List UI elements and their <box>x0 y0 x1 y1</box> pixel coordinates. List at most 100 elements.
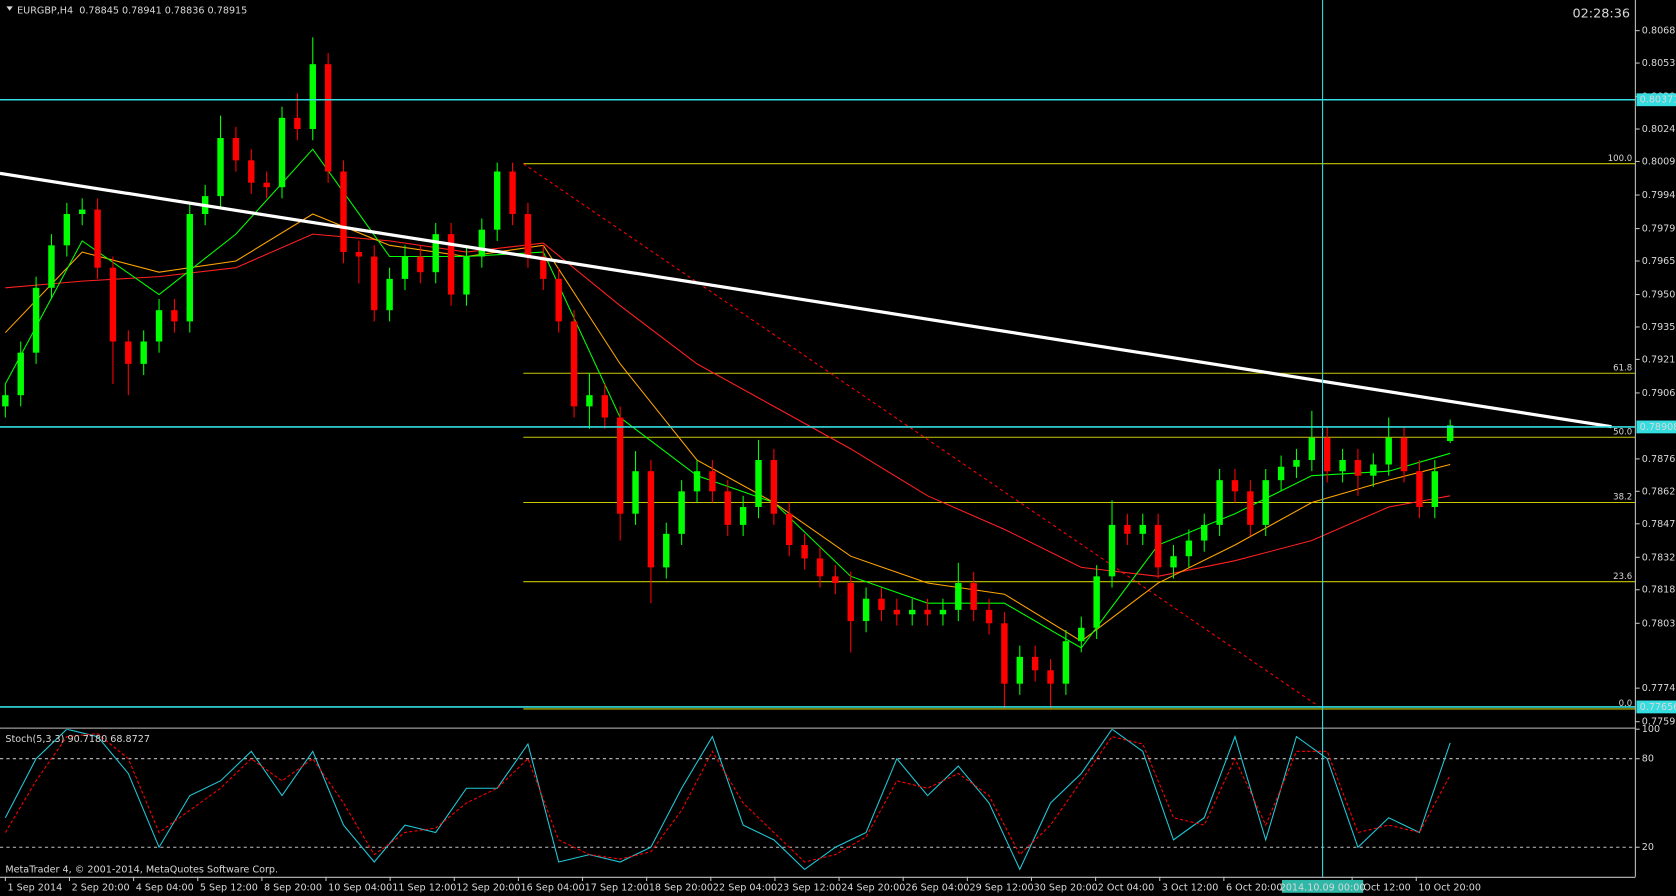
candle-body <box>739 506 747 525</box>
fib-label: 38.2 <box>1613 493 1632 503</box>
candle-body <box>1016 656 1024 684</box>
y-tick-label: 0.78765 <box>1642 454 1676 465</box>
candle-body <box>693 471 701 492</box>
candle-body <box>1154 524 1162 568</box>
candle-body <box>724 491 731 525</box>
candle-body <box>586 395 593 407</box>
candle-body <box>555 278 562 322</box>
candle-body <box>801 545 808 559</box>
x-tick-label: 9 Oct 12:00 <box>1354 882 1411 893</box>
x-tick-label: 3 Oct 12:00 <box>1162 882 1219 893</box>
y-tick-label: 0.80095 <box>1642 156 1676 167</box>
price-label: 0.78908 <box>1640 422 1676 433</box>
x-tick-label: 10 Sep 04:00 <box>328 882 392 893</box>
moving-average <box>5 233 1451 577</box>
candle-body <box>847 583 854 622</box>
x-tick-label: 24 Sep 20:00 <box>841 882 905 893</box>
candle-body <box>155 310 163 342</box>
y-tick-label: 80 <box>1642 754 1654 765</box>
candle-body <box>908 609 916 615</box>
price-label-box <box>1636 93 1676 107</box>
candle-body <box>924 609 931 615</box>
x-tick-label: 8 Sep 20:00 <box>264 882 322 893</box>
candle-body <box>324 64 332 172</box>
trendline <box>0 171 1612 429</box>
candle-body <box>1247 491 1254 525</box>
candle-body <box>647 471 655 568</box>
candle-body <box>540 256 547 279</box>
fib-diagonal <box>523 163 1323 710</box>
candle-body <box>1047 670 1054 684</box>
candle-body <box>109 267 117 342</box>
candle-body <box>524 214 532 257</box>
price-label: 0.77656 <box>1640 702 1676 713</box>
candle-body <box>417 256 424 273</box>
candle-body <box>186 214 193 322</box>
stoch-header: Stoch(5,3,3) 90.7180 68.8727 <box>5 734 150 745</box>
moving-average <box>4 213 1451 642</box>
candle-body <box>78 209 86 215</box>
candle-body <box>1323 437 1331 472</box>
x-tick-label: 26 Sep 04:00 <box>905 882 969 893</box>
copyright: MetaTrader 4, © 2001-2014, MetaQuotes So… <box>5 864 278 875</box>
candle-body <box>709 471 716 492</box>
candle-body <box>1216 480 1223 525</box>
symbol-header: EURGBP,H4 0.78845 0.78941 0.78836 0.7891… <box>17 6 247 17</box>
candle-body <box>2 395 9 407</box>
x-tick-label: 12 Sep 20:00 <box>456 882 520 893</box>
candle-body <box>1400 437 1408 472</box>
candle-body <box>832 576 839 584</box>
candle-body <box>17 352 24 396</box>
candle-body <box>232 137 240 161</box>
x-tick-label: 6 Oct 20:00 <box>1226 882 1283 893</box>
x-tick-label: 23 Sep 12:00 <box>777 882 841 893</box>
candle-body <box>94 209 101 268</box>
x-tick-label: 18 Sep 20:00 <box>649 882 713 893</box>
candle-body <box>1446 425 1454 442</box>
x-tick-label: 1 Sep 2014 <box>7 882 62 893</box>
candle-body <box>616 417 624 514</box>
candle-body <box>509 171 516 215</box>
candle-body <box>663 533 670 568</box>
x-tick-label: 5 Sep 12:00 <box>200 882 258 893</box>
date-label: 2014.10.09 00:00 <box>1280 882 1366 893</box>
candle-body <box>1170 556 1177 568</box>
main-panel: 100.0 61.8 50.0 38.2 23.6 0.0 <box>0 37 1636 710</box>
candle-body <box>939 609 947 615</box>
candle-body <box>816 558 824 577</box>
candle-body <box>1108 524 1116 577</box>
candle-body <box>1431 471 1439 507</box>
candle-body <box>1308 437 1316 461</box>
candle-body <box>1139 524 1146 534</box>
candle-body <box>632 471 639 514</box>
candle-body <box>1078 627 1085 642</box>
candle-body <box>340 171 347 253</box>
date-label-box <box>1281 879 1364 893</box>
candle-body <box>1124 524 1131 534</box>
y-tick-label: 0.79795 <box>1642 224 1676 235</box>
candle-body <box>125 341 132 364</box>
y-tick-label: 0.78475 <box>1642 519 1676 530</box>
price-label-box <box>1636 420 1676 434</box>
x-tick-label: 2 Oct 04:00 <box>1098 882 1155 893</box>
candle-body <box>309 64 316 130</box>
candle-body <box>278 117 286 188</box>
fib-label: 50.0 <box>1613 427 1632 437</box>
price-label-box <box>1636 700 1676 714</box>
candle-body <box>1093 576 1100 628</box>
x-tick-label: 2 Sep 20:00 <box>72 882 130 893</box>
candle-body <box>1185 540 1193 557</box>
fib-label: 23.6 <box>1613 572 1632 582</box>
x-tick-label: 22 Sep 04:00 <box>713 882 777 893</box>
candle-body <box>1385 437 1392 465</box>
x-tick-label: 17 Sep 12:00 <box>585 882 649 893</box>
candle-body <box>447 234 455 295</box>
candle-body <box>386 278 393 311</box>
x-tick-label: 29 Sep 12:00 <box>969 882 1033 893</box>
